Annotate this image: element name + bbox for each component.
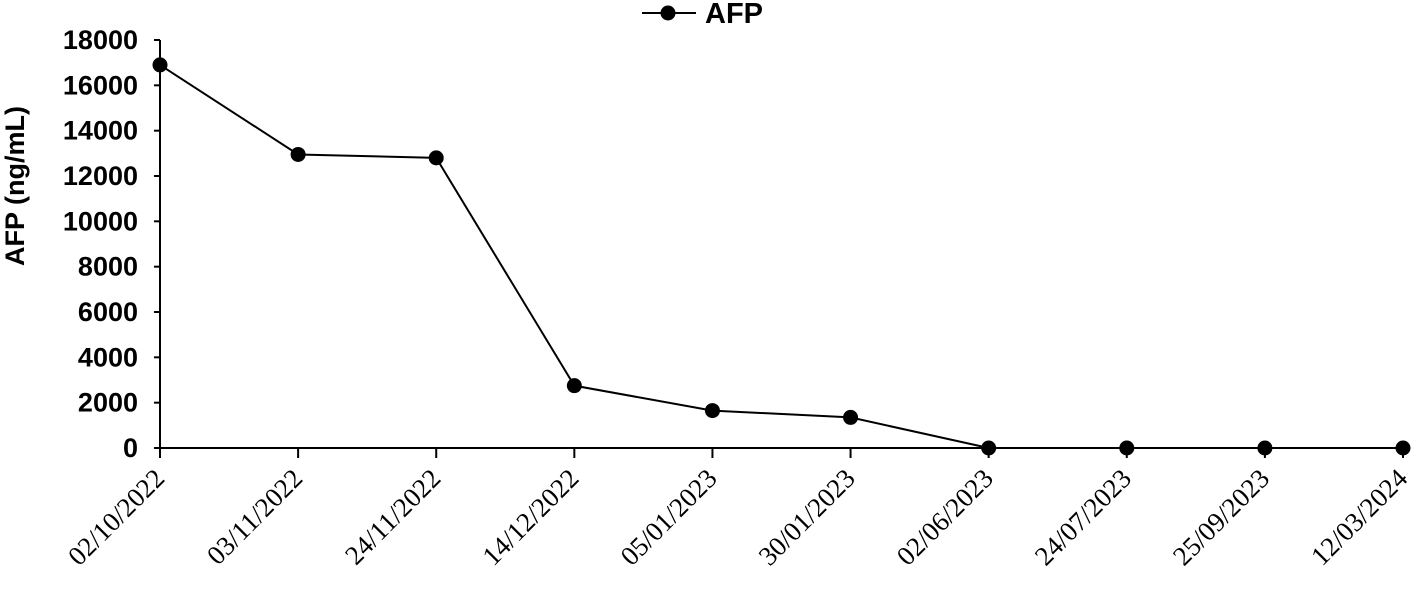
data-point xyxy=(1119,440,1135,456)
series-line-afp xyxy=(159,64,1403,449)
x-tick-label: 24/07/2023 xyxy=(1029,463,1137,571)
data-point xyxy=(843,409,859,425)
y-tick-label: 6000 xyxy=(78,297,138,327)
data-point xyxy=(152,57,168,73)
data-point xyxy=(1395,440,1411,456)
series-layer xyxy=(152,57,1411,456)
y-axis: 0 2000 4000 6000 8000 10000 12000 14000 16000 180… xyxy=(63,25,161,463)
x-axis: 02/10/2022 03/11/2022 24/11/2022 14/12/2022… xyxy=(62,447,1414,572)
y-tick-label: 4000 xyxy=(78,342,138,372)
y-tick-label: 18000 xyxy=(63,25,138,55)
data-point xyxy=(1257,440,1273,456)
y-tick-label: 16000 xyxy=(63,70,138,100)
x-tick-label: 02/10/2022 xyxy=(62,463,170,571)
x-tick-label: 14/12/2022 xyxy=(476,463,584,571)
legend-marker xyxy=(660,5,676,21)
data-point xyxy=(981,440,997,456)
x-tick-label: 02/06/2023 xyxy=(891,463,999,571)
legend-label-afp: AFP xyxy=(705,0,763,30)
y-tick-label: 14000 xyxy=(63,116,138,146)
legend: AFP xyxy=(642,0,763,30)
y-tick-label: 10000 xyxy=(63,206,138,236)
y-tick-label: 12000 xyxy=(63,161,138,191)
x-tick-label: 03/11/2022 xyxy=(201,463,308,570)
x-tick-label: 12/03/2024 xyxy=(1305,463,1414,572)
x-tick-label: 24/11/2022 xyxy=(339,463,446,570)
y-tick-label: 8000 xyxy=(78,252,138,282)
y-tick-label: 0 xyxy=(123,433,138,463)
data-point xyxy=(428,150,444,166)
x-tick-label: 30/01/2023 xyxy=(753,463,861,571)
x-tick-label: 25/09/2023 xyxy=(1167,463,1275,571)
y-tick-label: 2000 xyxy=(78,388,138,418)
data-point xyxy=(566,378,582,394)
x-tick-label: 05/01/2023 xyxy=(614,463,722,571)
y-axis-title: AFP (ng/mL) xyxy=(0,106,30,266)
data-point xyxy=(704,403,720,419)
data-point xyxy=(290,146,306,162)
